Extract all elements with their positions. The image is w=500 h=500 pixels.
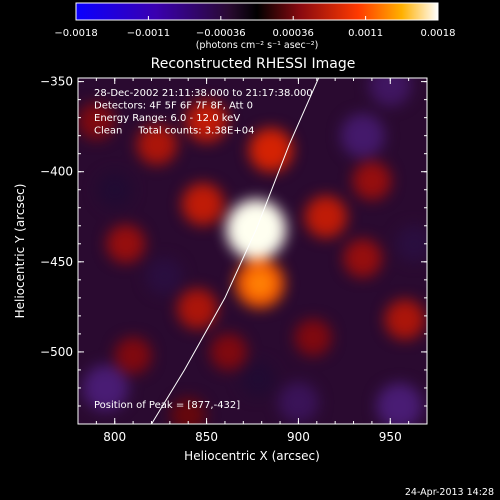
chart-title: Reconstructed RHESSI Image: [151, 56, 356, 72]
y-tick-label: −400: [40, 165, 73, 179]
heatmap-source: [304, 195, 348, 238]
y-axis-label: Heliocentric Y (arcsec): [13, 184, 27, 319]
colorbar: [75, 2, 439, 21]
x-tick-label: 800: [103, 430, 126, 444]
heatmap-source: [395, 225, 427, 263]
heatmap-source-core: [246, 269, 274, 298]
heatmap-source: [97, 172, 133, 208]
heatmap-source: [294, 319, 332, 356]
heatmap-source: [170, 397, 206, 424]
heatmap-source: [177, 288, 218, 329]
x-tick-label: 900: [287, 430, 310, 444]
heatmap-source: [114, 337, 152, 374]
heatmap-source: [278, 382, 319, 423]
colorbar-ticks: −0.0018 −0.0011 −0.00036 0.00036 0.0011 0.001…: [54, 16, 456, 39]
peak-position-label: Position of Peak = [877,-432]: [94, 400, 240, 411]
annotation-line: Energy Range: 6.0 - 12.0 keV: [94, 113, 240, 124]
colorbar-tick-label: −0.0011: [127, 28, 170, 39]
y-axis: −350 −400 −450 −500: [40, 75, 427, 425]
plot-frame: [77, 77, 428, 425]
heatmap-source: [248, 128, 293, 173]
heatmap-image: [78, 78, 427, 424]
annotation-line: Detectors: 4F 5F 6F 7F 8F, Att 0: [94, 101, 253, 112]
colorbar-tick-label: 0.0018: [421, 28, 456, 39]
x-axis: 800 850 900 950: [77, 78, 428, 444]
heatmap-source: [384, 299, 426, 340]
heatmap-source: [376, 383, 423, 424]
colorbar-tick-label: 0.0011: [348, 28, 383, 39]
heatmap-source: [78, 102, 115, 140]
heatmap-source: [352, 161, 392, 201]
heatmap-source: [343, 238, 383, 278]
heatmap-source: [136, 124, 178, 165]
y-tick-label: −500: [40, 345, 73, 359]
solar-limb-line: [151, 78, 320, 424]
x-axis-label: Heliocentric X (arcsec): [184, 449, 320, 463]
annotation-line: 28-Dec-2002 21:11:38.000 to 21:17:38.000: [94, 88, 313, 99]
annotation-block: 28-Dec-2002 21:11:38.000 to 21:17:38.000…: [94, 88, 313, 137]
y-tick-label: −450: [40, 255, 73, 269]
annotation-line: Clean Total counts: 3.38E+04: [94, 126, 254, 137]
timestamp: 24-Apr-2013 14:28: [405, 487, 494, 498]
colorbar-unit-label: (photons cm⁻² s⁻¹ asec⁻²): [196, 40, 319, 51]
heatmap-source: [185, 100, 228, 143]
colorbar-tick-label: −0.00036: [196, 28, 246, 39]
x-tick-label: 850: [195, 430, 218, 444]
x-tick-label: 950: [379, 430, 402, 444]
heatmap-source: [369, 78, 412, 107]
heatmap-source: [145, 257, 183, 295]
heatmap-source: [181, 183, 225, 226]
colorbar-tick-label: −0.0018: [54, 28, 97, 39]
heatmap-source: [210, 333, 248, 371]
heatmap-source: [106, 224, 146, 264]
colorbar-tick-label: 0.00036: [273, 28, 314, 39]
heatmap-source: [340, 113, 385, 158]
heatmap-source: [82, 365, 129, 411]
y-tick-label: −350: [40, 75, 73, 89]
heatmap-source: [240, 361, 276, 397]
